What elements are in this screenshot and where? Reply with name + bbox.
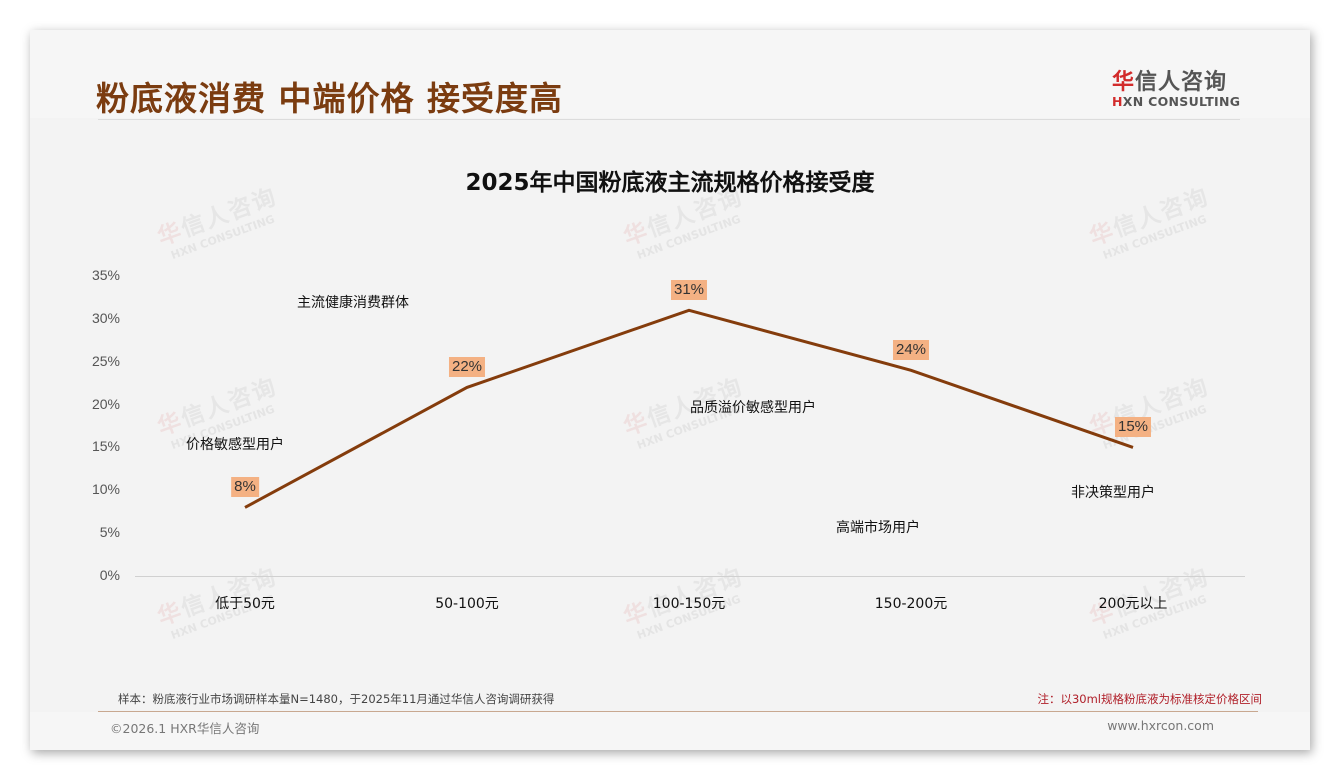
footer-divider xyxy=(98,711,1258,712)
data-label: 15% xyxy=(1114,417,1152,438)
title-divider xyxy=(98,119,1240,120)
y-tick-label: 5% xyxy=(99,524,120,541)
y-tick-label: 25% xyxy=(91,352,120,369)
logo-en-accent: H xyxy=(1112,94,1123,109)
y-tick-label: 20% xyxy=(91,395,120,412)
sample-note: 样本：粉底液行业市场调研样本量N=1480，于2025年11月通过华信人咨询调研… xyxy=(118,692,555,706)
annotation-high-end: 高端市场用户 xyxy=(836,520,920,536)
annotation-price-sensitive: 价格敏感型用户 xyxy=(186,437,284,453)
header-band xyxy=(30,30,1310,118)
y-tick-label: 15% xyxy=(91,438,120,455)
x-tick-label: 150-200元 xyxy=(874,596,948,612)
annotation-non-decision: 非决策型用户 xyxy=(1071,485,1155,501)
data-label: 24% xyxy=(892,340,930,361)
x-tick-label: 100-150元 xyxy=(652,596,726,612)
chart-title: 2025年中国粉底液主流规格价格接受度 xyxy=(465,170,875,196)
spec-note: 注：以30ml规格粉底液为标准核定价格区间 xyxy=(1037,692,1262,706)
data-label: 8% xyxy=(231,477,259,498)
y-tick-label: 10% xyxy=(91,481,120,498)
footer-band xyxy=(30,712,1310,750)
x-tick-label: 50-100元 xyxy=(435,596,499,612)
data-label: 31% xyxy=(670,280,708,301)
plot-area xyxy=(244,308,1134,509)
copyright: ©2026.1 HXR华信人咨询 xyxy=(110,721,260,736)
logo-cn: 华信人咨询 xyxy=(1112,64,1252,96)
website-link[interactable]: www.hxrcon.com xyxy=(1107,718,1214,733)
logo-cn-accent: 华 xyxy=(1112,70,1136,95)
annotation-mainstream: 主流健康消费群体 xyxy=(297,295,409,311)
company-logo: 华信人咨询 HXN CONSULTING xyxy=(1112,64,1252,112)
y-tick-label: 35% xyxy=(91,267,120,283)
page-title: 粉底液消费 中端价格 接受度高 xyxy=(96,79,563,118)
x-tick-label: 低于50元 xyxy=(215,596,275,612)
x-axis-line xyxy=(135,576,1245,577)
logo-en: HXN CONSULTING xyxy=(1112,94,1252,109)
y-tick-label: 30% xyxy=(91,309,120,326)
slide: 粉底液消费 中端价格 接受度高 华信人咨询 HXN CONSULTING 华信人… xyxy=(30,30,1310,750)
logo-en-rest: XN CONSULTING xyxy=(1122,94,1241,109)
series-line xyxy=(244,308,1134,509)
data-label: 22% xyxy=(448,357,486,378)
annotation-quality-premium: 品质溢价敏感型用户 xyxy=(690,400,816,416)
x-tick-label: 200元以上 xyxy=(1098,596,1168,612)
logo-cn-rest: 信人咨询 xyxy=(1135,70,1228,95)
y-tick-label: 0% xyxy=(99,567,120,583)
